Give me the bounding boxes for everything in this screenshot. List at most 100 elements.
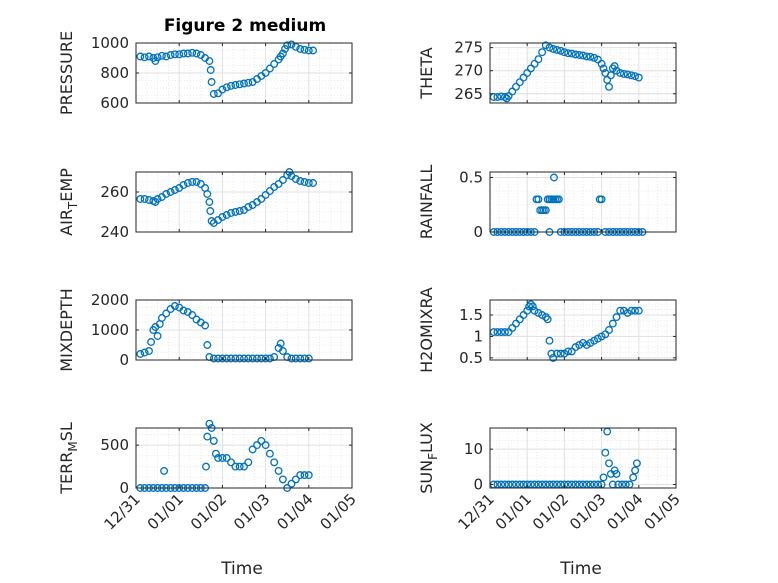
data-point <box>547 349 556 358</box>
data-point <box>623 70 632 79</box>
data-point <box>493 328 502 337</box>
data-point <box>296 45 305 53</box>
data-point <box>235 207 244 215</box>
data-point <box>493 93 502 101</box>
panel-sun-flux: 0 10 SUNFLUX 12/3101/0101/0201/0301/0401/05… <box>417 422 684 579</box>
data-point <box>597 195 606 204</box>
data-point <box>508 87 517 96</box>
panel-air-temp: 240 260 AIRTEMP <box>57 168 353 241</box>
data-point <box>300 178 309 186</box>
data-point <box>597 59 606 68</box>
y-tick-label: 500 <box>100 436 129 454</box>
y-tick-label: 0 <box>473 475 483 493</box>
data-point <box>207 78 216 86</box>
data-point <box>571 50 580 59</box>
y-tick-label: 10 <box>464 440 483 458</box>
data-point <box>162 52 171 61</box>
data-point <box>270 60 279 68</box>
data-point <box>560 48 569 57</box>
data-point <box>253 354 261 363</box>
data-point <box>296 177 305 185</box>
data-point <box>619 69 628 78</box>
y-tick-label: 1000 <box>91 321 129 339</box>
data-point <box>523 306 532 315</box>
data-point <box>240 79 248 88</box>
data-point <box>209 354 218 363</box>
y-tick-label: 260 <box>100 183 129 201</box>
data-point <box>582 52 591 61</box>
data-point <box>205 198 214 206</box>
y-tick-label: 0.5 <box>459 168 483 186</box>
data-point <box>304 46 313 55</box>
data-point <box>257 195 266 203</box>
data-point <box>545 336 554 345</box>
data-point <box>631 72 640 81</box>
axes-box <box>489 171 677 233</box>
x-axis-label: Time <box>559 559 602 579</box>
data-point <box>188 311 197 319</box>
data-point <box>296 471 305 480</box>
x-tick-label: 01/02 <box>529 490 572 533</box>
data-point <box>218 454 227 462</box>
data-point <box>227 354 235 363</box>
data-point <box>222 454 231 462</box>
data-point <box>175 50 184 59</box>
data-point <box>136 195 145 203</box>
y-tick-label: 0 <box>473 223 483 241</box>
data-point <box>235 462 244 471</box>
data-point <box>214 354 223 363</box>
panel-mixdepth: 0 1000 2000 MIXDEPTH <box>57 288 353 372</box>
x-tick-label: 01/03 <box>230 490 273 533</box>
data-point <box>261 191 270 199</box>
data-point <box>248 354 257 363</box>
data-point <box>605 326 613 334</box>
axes-box <box>135 171 353 233</box>
data-point <box>291 475 300 484</box>
data-point <box>244 203 253 211</box>
data-point <box>634 73 643 82</box>
data-point <box>300 354 309 363</box>
y-tick-label: 270 <box>454 62 483 80</box>
data-point <box>261 69 270 77</box>
data-point <box>231 462 240 471</box>
data-point <box>631 306 640 315</box>
data-point <box>261 354 270 363</box>
data-point <box>222 83 231 92</box>
data-point <box>278 347 287 355</box>
y-tick-label: 600 <box>100 94 129 112</box>
data-point <box>201 321 210 330</box>
x-tick-label: 01/05 <box>641 490 684 533</box>
x-axis-label: Time <box>220 559 263 579</box>
data-point <box>534 55 543 64</box>
data-point <box>162 309 171 318</box>
data-point <box>610 62 619 71</box>
data-point <box>309 46 318 55</box>
data-point <box>556 46 565 55</box>
data-point <box>502 94 511 103</box>
data-point <box>253 441 261 450</box>
data-point <box>553 349 561 358</box>
data-point <box>274 466 283 475</box>
data-point <box>300 471 309 480</box>
y-tick-label: 800 <box>100 64 129 82</box>
data-point <box>244 354 253 363</box>
data-point <box>586 52 595 61</box>
data-point <box>227 81 235 90</box>
data-point <box>205 419 214 428</box>
data-point <box>497 328 506 337</box>
data-point <box>160 466 169 475</box>
data-point <box>265 187 274 195</box>
data-point <box>278 49 287 58</box>
data-point <box>553 45 561 54</box>
data-point <box>287 479 296 488</box>
data-point <box>278 176 287 184</box>
axes-box <box>489 299 677 361</box>
data-point <box>304 179 313 187</box>
data-point <box>157 51 166 60</box>
panel-pressure: 600 800 1000 PRESSURE <box>57 31 353 115</box>
data-point <box>278 475 287 484</box>
data-point <box>166 188 175 196</box>
data-point <box>222 354 231 363</box>
